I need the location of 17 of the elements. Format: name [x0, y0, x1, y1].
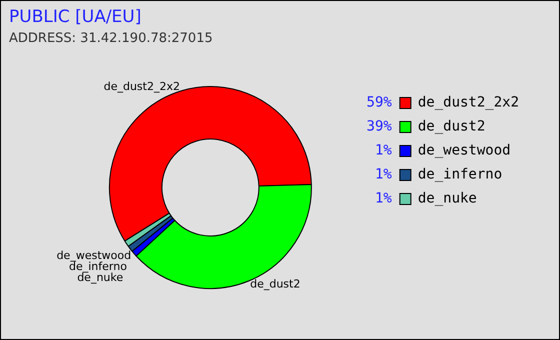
- legend-label: de_dust2_2x2: [418, 94, 520, 111]
- data-label: 1%: [374, 190, 392, 207]
- slice-label: de_westwood: [56, 249, 132, 262]
- data-label: 1%: [374, 142, 392, 159]
- chart-title: PUBLIC [UA/EU]: [8, 6, 142, 27]
- legend-label: de_nuke: [418, 190, 477, 207]
- slice-label: de_nuke: [77, 271, 124, 284]
- legend-label: de_dust2: [418, 118, 486, 135]
- chart-subtitle: ADDRESS: 31.42.190.78:27015: [8, 30, 214, 46]
- slice-label: de_inferno: [69, 260, 128, 274]
- data-label: 1%: [374, 166, 392, 183]
- legend-label: de_westwood: [418, 142, 511, 159]
- legend-label: de_inferno: [418, 166, 502, 183]
- slice-label: de_dust2: [250, 278, 300, 291]
- data-label: 59%: [366, 94, 392, 111]
- slice-label: de_dust2_2x2: [104, 80, 180, 93]
- data-label: 39%: [366, 118, 392, 135]
